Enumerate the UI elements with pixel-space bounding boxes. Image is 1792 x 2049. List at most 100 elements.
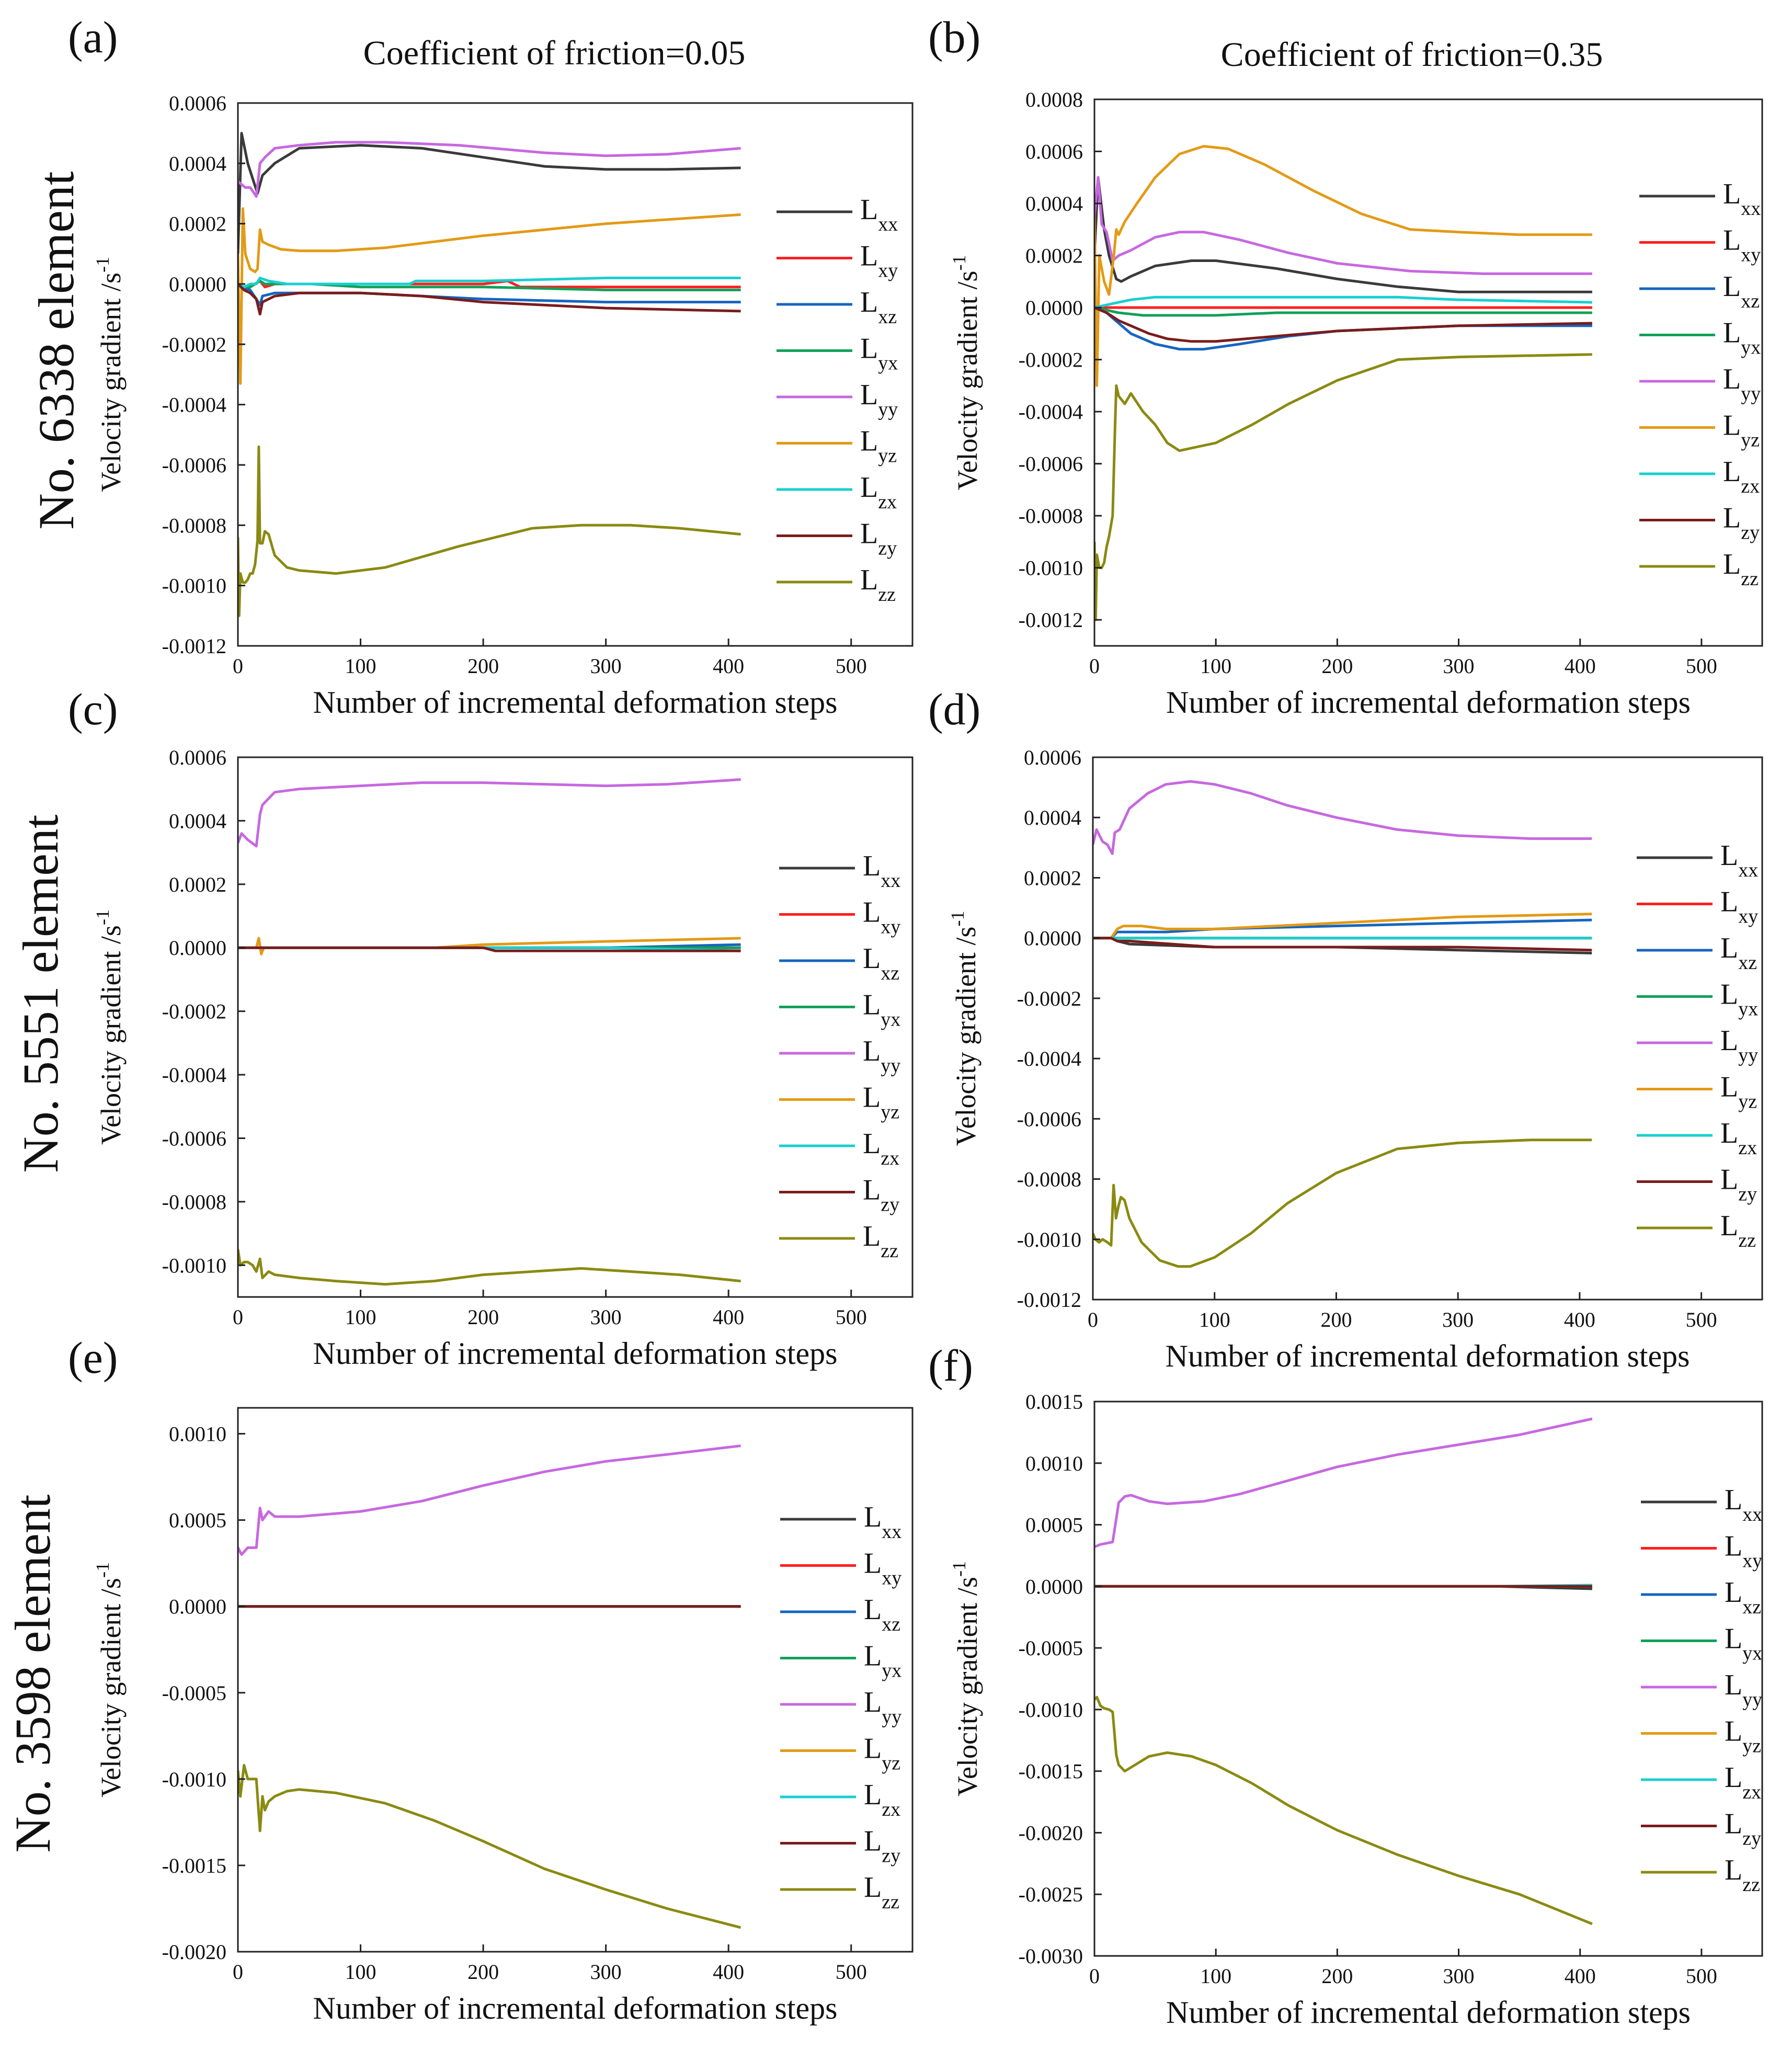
y-axis-label: Velocity gradient /s-1 bbox=[92, 909, 127, 1145]
panel-c: (c) 0 100 200 300 400 500 -0.0010 -0.0008 -0.0006… bbox=[68, 684, 914, 1371]
legend-subscript: zy bbox=[881, 1194, 899, 1216]
legend-subscript: yy bbox=[878, 399, 898, 420]
y-tick-label: 0.0000 bbox=[1025, 1575, 1083, 1598]
series-line-Lyy bbox=[238, 141, 741, 198]
series-line-Lxx bbox=[238, 132, 741, 254]
y-tick-label: 0.0004 bbox=[1024, 806, 1081, 829]
series-line-Lyy bbox=[1094, 1417, 1593, 1549]
x-tick-label: 100 bbox=[1200, 654, 1231, 678]
y-tick-label: 0.0006 bbox=[1025, 140, 1083, 164]
legend-label-Lzz: Lzz bbox=[1723, 548, 1759, 590]
x-tick-label: 100 bbox=[345, 654, 376, 678]
x-tick-label: 0 bbox=[233, 1960, 243, 1984]
legend-label-Lxz: Lxz bbox=[864, 1593, 900, 1635]
legend: Lxx Lxy Lxz Lyx Lyy Lyz Lzx Lzy Lzz bbox=[777, 193, 898, 606]
y-tick-label: 0.0008 bbox=[1025, 88, 1083, 111]
x-tick-label: 100 bbox=[1200, 1964, 1231, 1988]
legend-label-Lxx: Lxx bbox=[863, 850, 900, 892]
legend-label-Lzz: Lzz bbox=[1720, 1210, 1756, 1251]
series-group bbox=[1094, 145, 1592, 621]
legend-label-Lyz: Lyz bbox=[1725, 1715, 1761, 1757]
x-tick-label: 500 bbox=[1686, 1308, 1717, 1331]
legend: Lxx Lxy Lxz Lyx Lyy Lyz Lzx Lzy Lzz bbox=[780, 1501, 901, 1913]
legend-label-Lyx: Lyx bbox=[1720, 978, 1758, 1020]
y-tick-label: 0.0000 bbox=[1025, 296, 1083, 320]
legend-subscript: xy bbox=[1741, 244, 1761, 266]
legend-label-Lxy: Lxy bbox=[1723, 224, 1761, 266]
legend-label-Lxy: Lxy bbox=[863, 896, 900, 938]
series-line-Lxz bbox=[238, 282, 741, 306]
y-tick-label: 0.0005 bbox=[1025, 1513, 1083, 1537]
legend-label-Lxy: Lxy bbox=[864, 1547, 901, 1589]
y-tick-label: -0.0020 bbox=[1019, 1821, 1083, 1845]
y-tick-label: -0.0005 bbox=[162, 1681, 226, 1705]
series-line-Lyy bbox=[238, 1444, 741, 1556]
y-tick-label: -0.0002 bbox=[162, 333, 226, 356]
x-axis-label: Number of incremental deformation steps bbox=[313, 1991, 837, 2025]
legend-label-Lyz: Lyz bbox=[864, 1733, 900, 1774]
y-tick-label: 0.0005 bbox=[169, 1509, 226, 1532]
legend-label-Lyx: Lyx bbox=[864, 1640, 901, 1682]
legend-label-Lzy: Lzy bbox=[1720, 1164, 1757, 1205]
y-tick-label: -0.0004 bbox=[162, 1063, 226, 1087]
x-tick-label: 300 bbox=[1443, 654, 1475, 678]
x-tick-label: 100 bbox=[345, 1960, 376, 1984]
legend-subscript: yy bbox=[1742, 1689, 1762, 1711]
y-tick-label: 0.0006 bbox=[169, 92, 226, 115]
plot-frame bbox=[1092, 756, 1763, 1301]
y-tick-label: -0.0020 bbox=[162, 1940, 226, 1964]
legend-label-Lzy: Lzy bbox=[1725, 1808, 1761, 1850]
legend-subscript: zx bbox=[878, 491, 897, 513]
legend-label-Lyz: Lyz bbox=[860, 425, 897, 467]
y-tick-label: 0.0006 bbox=[1024, 746, 1081, 769]
x-tick-label: 300 bbox=[1442, 1308, 1474, 1331]
legend-subscript: xy bbox=[881, 916, 900, 938]
x-tick-label: 0 bbox=[1089, 654, 1100, 678]
x-tick-label: 500 bbox=[836, 1305, 867, 1329]
y-tick-label: 0.0000 bbox=[169, 272, 226, 296]
legend-subscript: zy bbox=[882, 1845, 900, 1867]
series-line-Lzy bbox=[1094, 306, 1592, 343]
y-tick-label: -0.0010 bbox=[162, 574, 226, 598]
column-title-friction-0.05: Coefficient of friction=0.05 bbox=[363, 34, 746, 72]
y-tick-label: -0.0015 bbox=[162, 1854, 226, 1877]
legend-subscript: yz bbox=[1741, 429, 1760, 451]
legend-subscript: yz bbox=[882, 1752, 900, 1774]
y-axis-label: Velocity gradient /s-1 bbox=[949, 255, 983, 491]
y-tick-label: -0.0008 bbox=[162, 514, 226, 537]
x-tick-label: 400 bbox=[713, 654, 744, 678]
legend-subscript: zx bbox=[1738, 1137, 1757, 1159]
panel-label: (a) bbox=[68, 12, 118, 62]
legend-subscript: yz bbox=[881, 1101, 899, 1123]
y-tick-label: 0.0004 bbox=[1025, 192, 1083, 215]
legend-subscript: zz bbox=[881, 1240, 898, 1262]
x-tick-label: 0 bbox=[233, 1305, 243, 1329]
legend: Lxx Lxy Lxz Lyx Lyy Lyz Lzx Lzy Lzz bbox=[1637, 839, 1758, 1251]
x-tick-label: 400 bbox=[1564, 1308, 1595, 1331]
panel-label: (b) bbox=[928, 12, 980, 62]
legend-label-Lzx: Lzx bbox=[1723, 456, 1760, 497]
legend-subscript: zy bbox=[1742, 1828, 1761, 1850]
y-axis-label-exponent: -1 bbox=[949, 1561, 969, 1577]
y-tick-label: -0.0012 bbox=[162, 634, 226, 658]
panel-e: (e) 0 100 200 300 400 500 -0.0020 -0.0015 -0.0010… bbox=[68, 1333, 914, 2025]
panel-a: (a) 0 100 200 300 400 500 -0.0012 -0.0010 -0.0008… bbox=[68, 12, 914, 720]
y-axis-label-exponent: -1 bbox=[949, 255, 969, 271]
y-tick-label: -0.0010 bbox=[162, 1768, 226, 1791]
legend-label-Lzy: Lzy bbox=[863, 1174, 899, 1216]
legend-label-Lyz: Lyz bbox=[1720, 1071, 1757, 1113]
series-line-Lzz bbox=[238, 1249, 741, 1286]
y-tick-label: 0.0004 bbox=[169, 152, 226, 175]
legend-label-Lyy: Lyy bbox=[860, 379, 898, 420]
y-tick-label: 0.0002 bbox=[1025, 244, 1083, 268]
x-tick-label: 100 bbox=[1199, 1308, 1230, 1331]
legend-label-Lyx: Lyx bbox=[1725, 1623, 1762, 1665]
legend-label-Lzx: Lzx bbox=[860, 471, 897, 513]
legend-label-Lzz: Lzz bbox=[860, 564, 896, 606]
x-tick-label: 0 bbox=[1088, 1308, 1098, 1331]
x-tick-label: 100 bbox=[345, 1305, 376, 1329]
y-tick-label: -0.0012 bbox=[1017, 1288, 1081, 1312]
legend-label-Lzx: Lzx bbox=[1720, 1117, 1757, 1159]
y-tick-label: -0.0004 bbox=[1019, 400, 1083, 424]
x-tick-label: 200 bbox=[1320, 1308, 1352, 1331]
